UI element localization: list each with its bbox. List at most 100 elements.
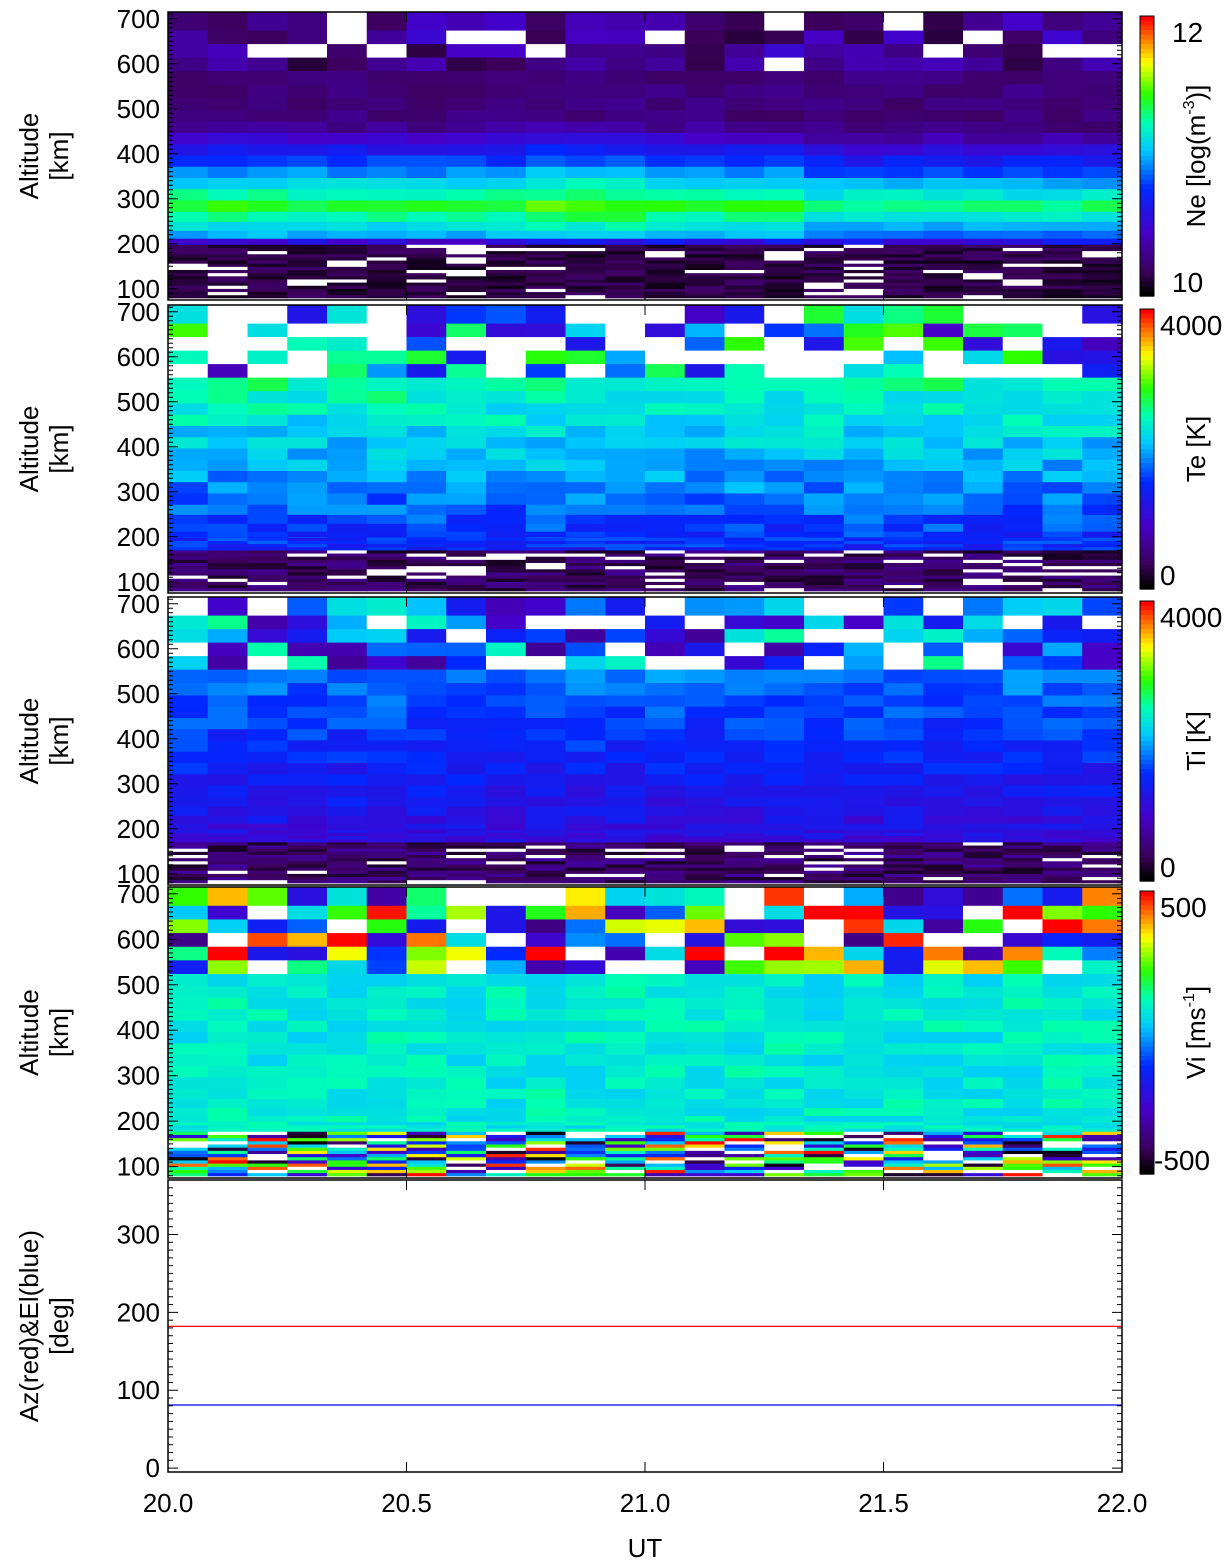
y-tick-label: 300 [117,1061,160,1091]
heatmap-cell [327,256,368,261]
heatmap-cell [1082,1153,1123,1158]
heatmap-cell [327,728,368,741]
heatmap-cell [883,543,924,548]
colorbar-swatch [1140,137,1154,143]
heatmap-cell [327,655,368,670]
heatmap-cell [525,1153,567,1158]
heatmap-cell [207,143,249,156]
heatmap-cell [724,860,765,865]
heatmap-cell [327,43,368,58]
heatmap-cell [923,132,964,145]
heatmap-cell [446,556,487,560]
heatmap-cell [605,336,646,351]
heatmap-cell [366,985,408,998]
heatmap-cell [645,854,686,859]
heatmap-cell [645,12,686,31]
heatmap-cell [168,669,209,684]
heatmap-cell [1042,70,1083,85]
heatmap-cell [486,278,527,283]
heatmap-cell [287,556,328,560]
heatmap-cell [207,628,249,643]
heatmap-cell [843,199,885,212]
heatmap-cell [843,784,885,797]
heatmap-cell [645,1134,686,1139]
heatmap-cell [843,30,885,45]
heatmap-cell [287,350,328,365]
heatmap-cell [168,390,209,404]
heatmap-cell [406,1159,447,1164]
heatmap-cell [1082,584,1123,589]
heatmap-cell [327,549,368,554]
heatmap-cell [565,543,606,548]
heatmap-cell [804,377,845,392]
heatmap-cell [684,282,726,286]
heatmap-cell [804,717,845,730]
heatmap-cell [645,294,686,299]
heatmap-cell [1082,835,1123,840]
heatmap-cell [406,43,447,58]
heatmap-cell [525,751,567,763]
heatmap-cell [525,199,567,212]
heatmap-cell [1082,655,1123,670]
heatmap-cell [207,784,249,797]
heatmap-cell [207,531,249,538]
heatmap-cell [207,879,249,884]
heatmap-cell [764,199,805,212]
heatmap-cell [1082,546,1123,551]
heatmap-cell [247,575,288,579]
colorbar-swatch [1140,736,1154,742]
heatmap-cell [486,211,527,222]
colorbar-swatch [1140,309,1154,315]
heatmap-cell [645,481,686,494]
heatmap-cell [963,581,1004,586]
heatmap-cell [1002,250,1044,255]
heatmap-cell [406,1127,447,1132]
heatmap-cell [883,230,924,239]
heatmap-cell [287,549,328,554]
heatmap-cell [247,985,288,998]
heatmap-cell [1002,30,1044,45]
heatmap-cell [1082,1008,1123,1021]
heatmap-cell [963,143,1004,156]
heatmap-cell [287,481,328,494]
colorbar-swatch [1140,170,1154,176]
heatmap-cell [446,985,487,998]
heatmap-cell [764,402,805,415]
heatmap-cell [605,1147,646,1151]
heatmap-cell [724,997,765,1010]
heatmap-cell [645,615,686,630]
heatmap-cell [1002,549,1044,554]
heatmap-cell [923,266,964,270]
heatmap-cell [1082,537,1123,541]
heatmap-cell [525,642,567,657]
heatmap-cell [247,269,288,274]
heatmap-cell [287,1137,328,1142]
heatmap-cell [1002,1134,1044,1139]
heatmap-cell [645,959,686,974]
heatmap-cell [327,305,368,324]
colorbar-swatch [1140,1089,1154,1095]
heatmap-cell [525,851,567,855]
heatmap-cell [406,669,447,684]
heatmap-cell [923,728,964,741]
heatmap-cell [525,1124,567,1129]
heatmap-cell [1042,848,1083,852]
heatmap-cell [247,669,288,684]
heatmap-cell [923,918,964,934]
heatmap-cell [287,571,328,576]
heatmap-cell [883,363,924,378]
heatmap-cell [724,188,765,201]
heatmap-cell [406,531,447,538]
colorbar-swatch [1140,1122,1154,1128]
heatmap-cell [406,863,447,868]
heatmap-cell [207,867,249,871]
colorbar-title-end: ] [1181,986,1211,993]
heatmap-cell [525,84,567,99]
colorbar-swatch [1140,624,1154,630]
heatmap-cell [963,1076,1004,1089]
heatmap-cell [486,166,527,178]
heatmap-cell [724,784,765,797]
heatmap-cell [327,143,368,156]
heatmap-cell [486,1121,527,1126]
heatmap-cell [287,459,328,471]
